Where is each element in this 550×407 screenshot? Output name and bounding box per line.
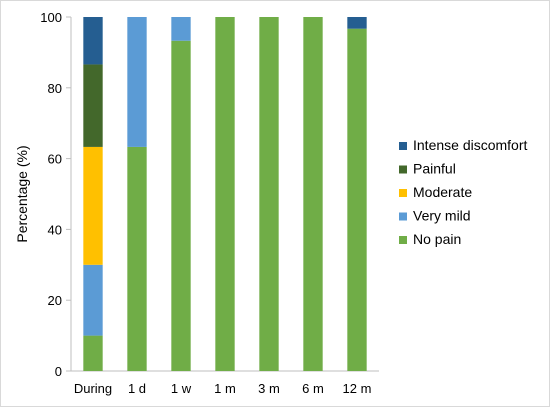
x-tick-label: During bbox=[74, 381, 112, 396]
bar-segment-no-pain bbox=[171, 40, 191, 371]
legend: Intense discomfort Painful Moderate Very mi… bbox=[399, 137, 527, 247]
legend-entry: Painful bbox=[413, 161, 456, 177]
legend-entry: No pain bbox=[413, 231, 461, 247]
bar-segment-very-mild bbox=[127, 17, 147, 147]
legend-swatch bbox=[399, 142, 407, 150]
x-tick-label: 1 m bbox=[214, 381, 236, 396]
bar-segment-painful bbox=[83, 64, 103, 147]
bar-segment-no-pain bbox=[259, 17, 279, 371]
x-axis: During 1 d 1 w 1 m 3 m 6 m 12 m bbox=[71, 370, 379, 396]
x-tick-label: 1 w bbox=[171, 381, 192, 396]
bar-segment-very-mild bbox=[171, 17, 191, 41]
bars bbox=[83, 17, 367, 372]
legend-swatch bbox=[399, 212, 407, 221]
x-tick-label: 12 m bbox=[343, 381, 372, 396]
bar-segment-no-pain bbox=[347, 28, 367, 372]
bar-segment-no-pain bbox=[127, 146, 147, 371]
legend-entry: Moderate bbox=[413, 184, 472, 200]
y-tick-label: 20 bbox=[48, 293, 62, 308]
bar-segment-intense-discomfort bbox=[347, 17, 367, 29]
legend-entry: Intense discomfort bbox=[413, 137, 527, 153]
x-tick-label: 3 m bbox=[258, 381, 280, 396]
y-tick-label: 80 bbox=[48, 81, 62, 96]
legend-swatch bbox=[399, 189, 407, 197]
y-axis: 0 20 40 60 80 100 bbox=[40, 10, 72, 379]
y-tick-label: 100 bbox=[40, 10, 62, 25]
bar-segment-no-pain bbox=[303, 17, 323, 371]
legend-swatch bbox=[399, 236, 407, 244]
legend-entry: Very mild bbox=[413, 208, 471, 224]
bar-segment-intense-discomfort bbox=[83, 17, 103, 65]
bar-segment-no-pain bbox=[83, 335, 103, 371]
legend-swatch bbox=[399, 165, 407, 174]
y-tick-label: 60 bbox=[48, 152, 62, 167]
y-tick-label: 0 bbox=[55, 364, 62, 379]
x-tick-label: 6 m bbox=[302, 381, 324, 396]
y-tick-label: 40 bbox=[48, 222, 62, 237]
bar-segment-very-mild bbox=[83, 264, 103, 336]
bar-segment-moderate bbox=[83, 146, 103, 265]
y-axis-title: Percentage (%) bbox=[14, 145, 30, 242]
bar-segment-no-pain bbox=[215, 17, 235, 371]
x-tick-label: 1 d bbox=[128, 381, 146, 396]
